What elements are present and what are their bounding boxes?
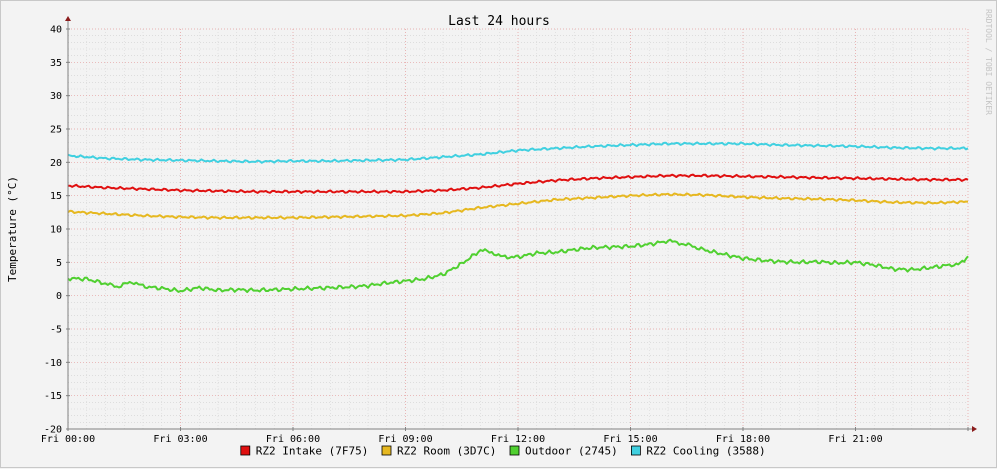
y-tick-label: -15	[44, 391, 62, 402]
legend-label: Outdoor (2745)	[525, 445, 618, 458]
grid-layer	[67, 28, 969, 430]
legend-label: RZ2 Cooling (3588)	[646, 445, 765, 458]
legend-swatch	[509, 445, 520, 456]
x-tick-label: Fri 06:00	[266, 434, 320, 445]
legend-swatch	[631, 445, 641, 456]
y-axis-label: Temperature (°C)	[6, 176, 19, 282]
y-tick-label: -20	[44, 425, 62, 436]
y-tick-label: 25	[50, 125, 62, 136]
legend-item: RZ2 Cooling (3588)	[631, 445, 766, 458]
x-axis-arrow	[972, 426, 977, 432]
legend-swatch	[381, 445, 392, 456]
rrdtool-watermark: RRDTOOL / TOBI OETIKER	[984, 9, 993, 115]
series-line-2	[67, 192, 969, 220]
y-axis-arrow	[65, 16, 71, 21]
y-tick-label: 30	[50, 91, 62, 102]
y-tick-label: -5	[50, 325, 62, 336]
legend: RZ2 Intake (7F75) RZ2 Room (3D7C) Outdoor …	[240, 445, 766, 458]
y-tick-label: 20	[50, 158, 62, 169]
x-tick-label: Fri 00:00	[41, 434, 95, 445]
legend-item: RZ2 Intake (7F75)	[240, 445, 369, 458]
x-tick-label: Fri 15:00	[603, 434, 657, 445]
series-layer	[67, 141, 969, 294]
axes-layer	[65, 16, 977, 432]
series-line-4	[67, 141, 969, 164]
chart-title: Last 24 hours	[448, 14, 550, 29]
x-tick-label: Fri 12:00	[491, 434, 545, 445]
y-tick-label: 10	[50, 225, 62, 236]
y-tick-label: -10	[44, 358, 62, 369]
x-tick-label: Fri 21:00	[828, 434, 882, 445]
legend-label: RZ2 Room (3D7C)	[397, 445, 496, 458]
legend-item: Outdoor (2745)	[509, 445, 618, 458]
legend-swatch	[240, 445, 251, 456]
series-line-3	[67, 238, 969, 294]
x-tick-label: Fri 09:00	[378, 434, 432, 445]
legend-item: RZ2 Room (3D7C)	[381, 445, 496, 458]
x-tick-label: Fri 18:00	[716, 434, 770, 445]
y-tick-label: 0	[56, 291, 62, 302]
y-tick-label: 5	[56, 258, 62, 269]
y-tick-label: 15	[50, 191, 62, 202]
x-tick-label: Fri 03:00	[153, 434, 207, 445]
legend-label: RZ2 Intake (7F75)	[256, 445, 369, 458]
y-tick-label: 40	[50, 25, 62, 36]
series-line-1	[67, 173, 969, 194]
y-tick-label: 35	[50, 58, 62, 69]
